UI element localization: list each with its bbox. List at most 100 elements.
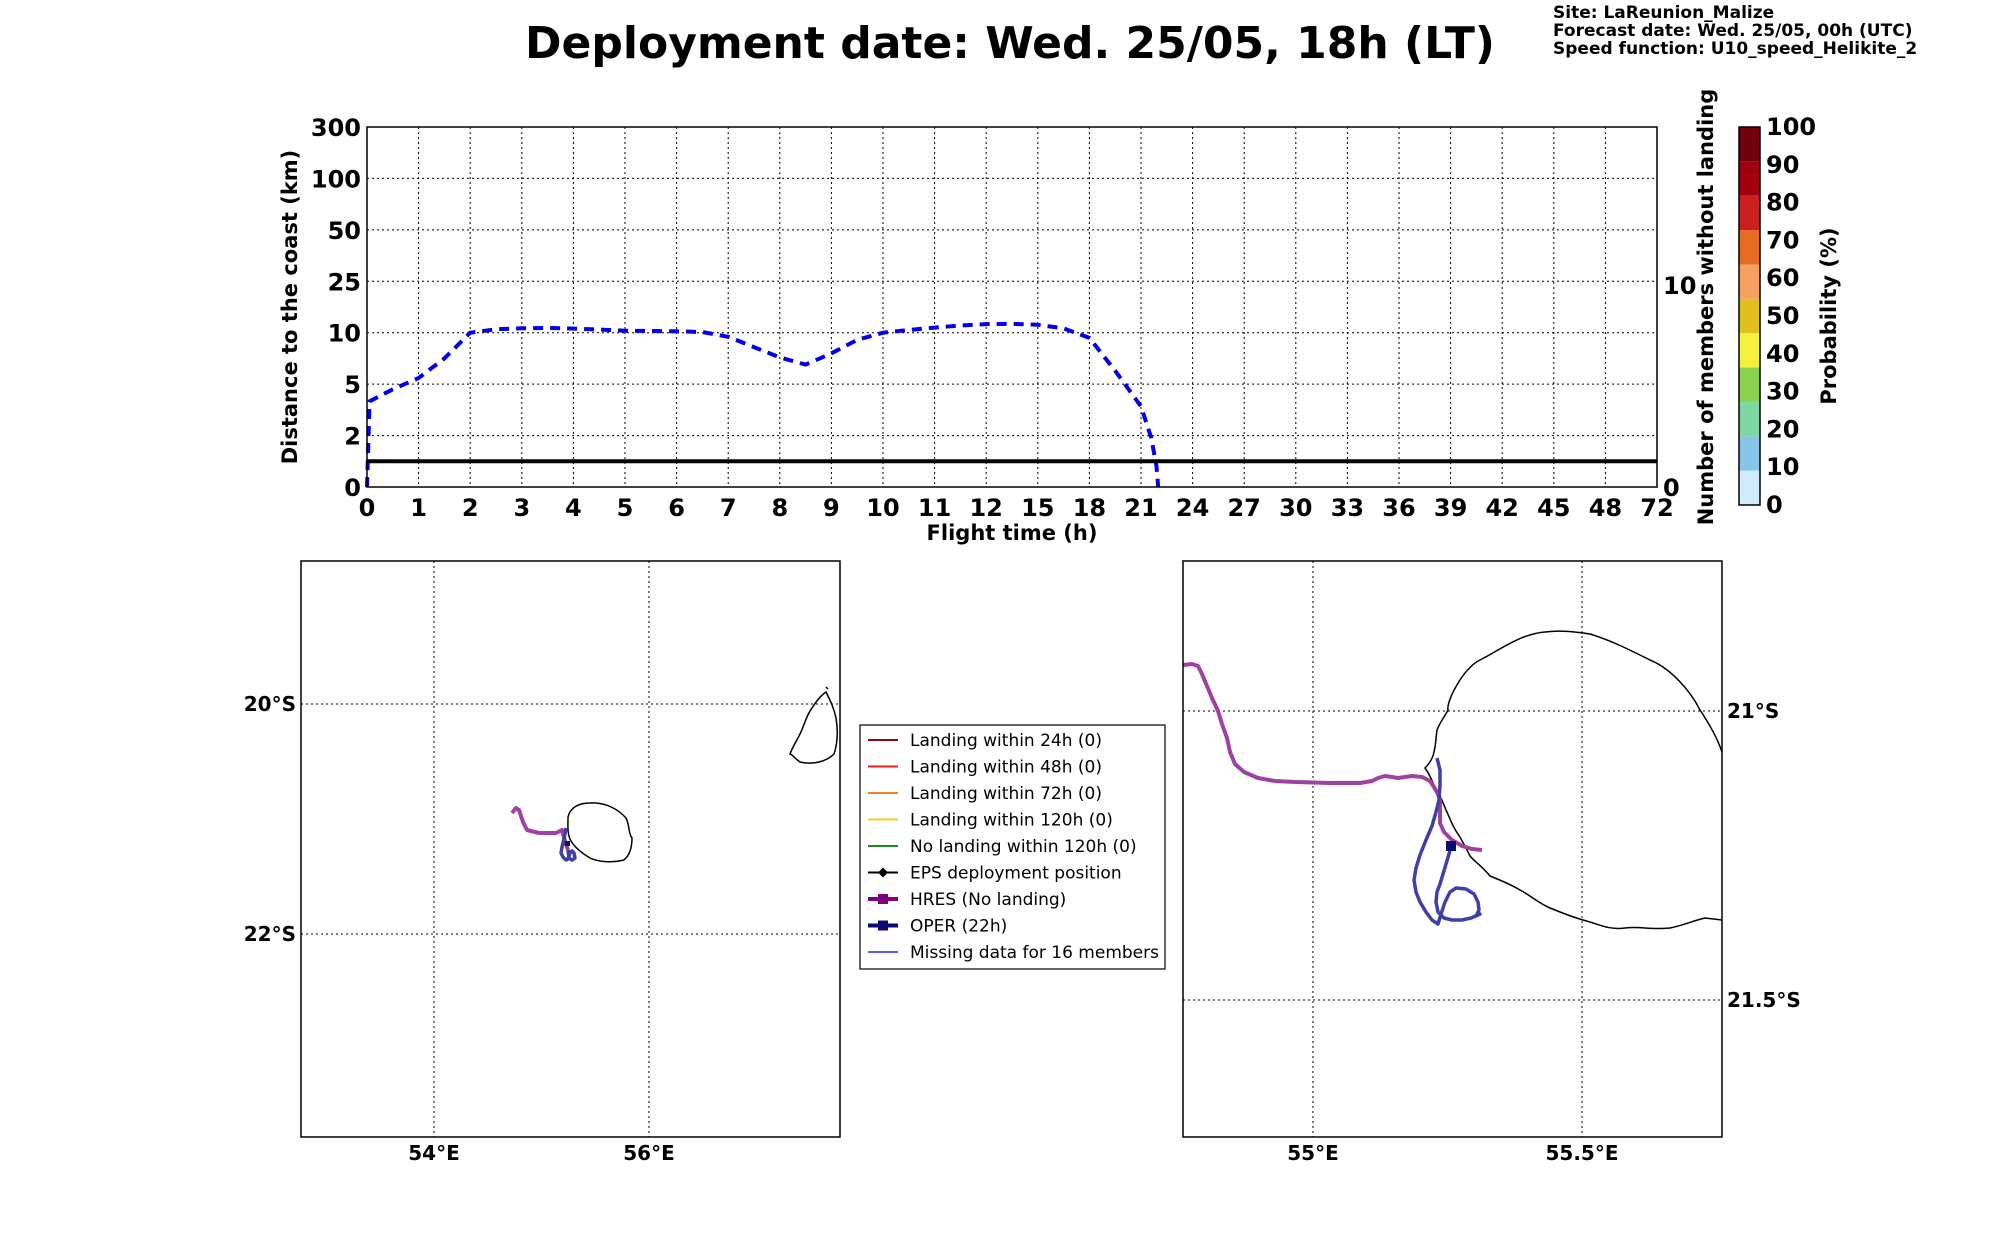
x-tick-label: 6: [668, 494, 685, 522]
x-tick-label: 33: [1331, 494, 1364, 522]
y-tick-label: 25: [328, 268, 361, 296]
y-tick-label: 0: [344, 474, 361, 502]
legend-square-marker: [878, 894, 888, 904]
legend-entry: Landing within 24h (0): [868, 731, 1102, 751]
map-lon-label: 54°E: [408, 1141, 460, 1165]
overview-map: 54°E 56°E 20°S 22°S: [244, 560, 841, 1165]
x-tick-label: 39: [1434, 494, 1467, 522]
x-tick-label: 1: [410, 494, 427, 522]
x-tick-label: 30: [1279, 494, 1312, 522]
colorbar-tick-label: 80: [1766, 189, 1799, 217]
legend-label: No landing within 120h (0): [910, 837, 1137, 857]
legend-diamond-marker: [878, 867, 888, 878]
legend-square-marker: [878, 920, 888, 931]
reunion-coastline-zoom: [1424, 630, 1722, 930]
distance-chart: 0 1 2 3 4 5 6 7 8 9 10 11 12 15 18 21 24 27 30 33 36 39 42 45 48…: [278, 89, 1718, 545]
x-tick-label: 0: [359, 494, 376, 522]
probability-colorbar: 0 10 20 30 40 50 60 70 80 90 100 Probability (%): [1738, 113, 1841, 519]
y-tick-label: 100: [311, 165, 361, 193]
colorbar-cell: [1739, 195, 1760, 231]
x-tick-label: 42: [1485, 494, 1518, 522]
colorbar-tick-label: 40: [1766, 340, 1799, 368]
x-tick-label: 24: [1176, 494, 1209, 522]
distance-series-line: [365, 321, 1161, 488]
colorbar-tick-label: 20: [1766, 415, 1799, 443]
chart-grid: [367, 127, 1657, 487]
x-axis-label: Flight time (h): [927, 521, 1098, 545]
colorbar-cell: [1739, 298, 1760, 334]
x-tick-label: 8: [771, 494, 788, 522]
forecast-date-label: Forecast date: Wed. 25/05, 00h (UTC): [1553, 21, 1912, 41]
x-tick-label: 72: [1640, 494, 1673, 522]
map-lat-label: 20°S: [244, 692, 296, 716]
legend-entry: HRES (No landing): [868, 890, 1066, 910]
colorbar-cell: [1739, 436, 1760, 471]
colorbar-tick-label: 50: [1766, 302, 1799, 330]
hres-track-overview: [510, 806, 570, 851]
legend-label: Landing within 120h (0): [910, 811, 1113, 831]
map-lon-label: 56°E: [623, 1141, 675, 1165]
y-tick-label: 2: [344, 423, 361, 451]
colorbar-cell: [1739, 264, 1760, 299]
x-tick-label: 48: [1589, 494, 1622, 522]
x-tick-label: 10: [866, 494, 899, 522]
x-tick-label: 36: [1382, 494, 1415, 522]
oper-track-zoom: [1412, 757, 1482, 926]
x-tick-label: 3: [513, 494, 530, 522]
mauritius-coastline: [788, 690, 839, 764]
y-right-axis-label: Number of members without landing: [1694, 89, 1718, 526]
colorbar-tick-label: 0: [1766, 491, 1783, 519]
map-lat-label: 21°S: [1727, 699, 1779, 723]
legend-label: Landing within 72h (0): [910, 784, 1102, 804]
x-tick-label: 9: [823, 494, 840, 522]
colorbar-cells: [1739, 127, 1760, 505]
chart-frame: [366, 126, 1658, 488]
legend-label: Landing within 48h (0): [910, 758, 1102, 778]
overview-map-frame: [300, 560, 841, 1138]
x-tick-label: 5: [617, 494, 634, 522]
x-tick-labels: 0 1 2 3 4 5 6 7 8 9 10 11 12 15 18 21 24 27 30 33 36 39 42 45 48…: [359, 494, 1674, 522]
x-tick-label: 18: [1073, 494, 1106, 522]
x-tick-label: 4: [565, 494, 582, 522]
colorbar-tick-labels: 0 10 20 30 40 50 60 70 80 90 100: [1766, 113, 1816, 519]
legend-label: Landing within 24h (0): [910, 731, 1102, 751]
chart-series: [365, 321, 1657, 488]
colorbar-cell: [1739, 333, 1760, 368]
x-tick-label: 7: [720, 494, 737, 522]
oper-end-marker-zoom: [1446, 841, 1456, 851]
x-tick-label: 12: [969, 494, 1002, 522]
oper-end-marker: [565, 841, 570, 846]
legend-entry: OPER (22h): [868, 917, 1007, 937]
map-lon-label: 55.5°E: [1545, 1141, 1618, 1165]
colorbar-tick-label: 60: [1766, 264, 1799, 292]
y-tick-label: 50: [328, 217, 361, 245]
legend-entry: Landing within 120h (0): [868, 811, 1113, 831]
x-tick-label: 15: [1021, 494, 1054, 522]
y-right-tick-label: 0: [1663, 474, 1680, 502]
speed-function-label: Speed function: U10_speed_Helikite_2: [1553, 39, 1917, 59]
colorbar-cell: [1739, 401, 1760, 437]
reunion-coastline: [567, 802, 633, 863]
oper-track-overview: [559, 827, 577, 862]
legend-entry: EPS deployment position: [868, 864, 1122, 884]
zoom-map: 55°E 55.5°E 21°S 21.5°S: [1182, 560, 1801, 1165]
x-tick-label: 45: [1537, 494, 1570, 522]
y-axis-label: Distance to the coast (km): [278, 150, 302, 465]
islet-coastline: [825, 686, 829, 690]
legend-label: EPS deployment position: [910, 864, 1122, 884]
legend-items: Landing within 24h (0) Landing within 48h…: [868, 731, 1159, 963]
colorbar-cell: [1739, 367, 1760, 402]
y-right-tick-label: 10: [1663, 272, 1696, 300]
colorbar-cell: [1739, 127, 1760, 162]
x-tick-label: 2: [462, 494, 479, 522]
legend-entry: Landing within 72h (0): [868, 784, 1102, 804]
colorbar-cell: [1739, 230, 1760, 265]
map-lat-label: 21.5°S: [1727, 988, 1801, 1012]
y-tick-label: 5: [344, 371, 361, 399]
legend-label: Missing data for 16 members: [910, 943, 1159, 963]
colorbar-cell: [1739, 470, 1760, 505]
colorbar-tick-label: 10: [1766, 453, 1799, 481]
colorbar-tick-label: 70: [1766, 226, 1799, 254]
